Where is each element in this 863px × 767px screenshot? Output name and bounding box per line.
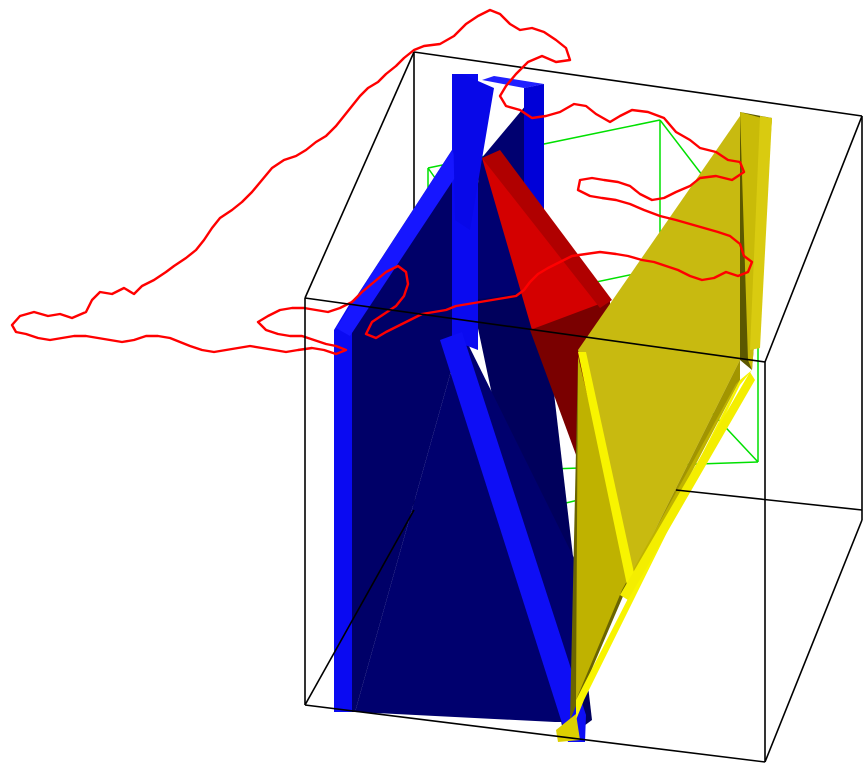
coastline-outline bbox=[10, 8, 754, 356]
blue-fault-plane bbox=[334, 74, 592, 742]
outer-bounding-box bbox=[304, 115, 863, 763]
yellow-fault-plane bbox=[556, 112, 772, 742]
